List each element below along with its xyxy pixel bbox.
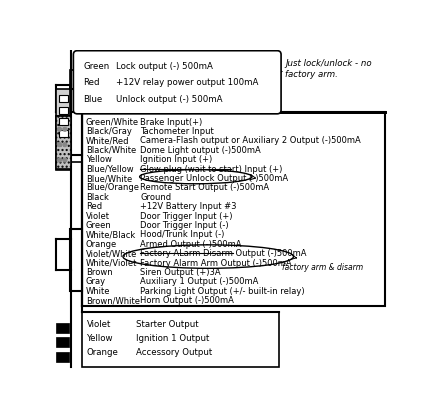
Bar [56, 89, 70, 143]
Bar [56, 116, 71, 168]
Text: +12V Battery Input #3: +12V Battery Input #3 [140, 202, 237, 211]
Text: Violet: Violet [86, 320, 111, 329]
Bar [56, 337, 69, 347]
Text: Violet/White: Violet/White [86, 249, 137, 258]
Text: Blue: Blue [83, 94, 103, 104]
Bar [56, 352, 69, 362]
Text: Parking Light Output (+/- built-in relay): Parking Light Output (+/- built-in relay… [140, 287, 305, 296]
Text: Gray: Gray [86, 277, 106, 286]
Bar [82, 312, 279, 367]
Text: Starter Output: Starter Output [136, 320, 199, 329]
Text: Ignition 1 Output: Ignition 1 Output [136, 334, 210, 343]
Circle shape [57, 127, 61, 131]
Text: Brake Input(+): Brake Input(+) [140, 118, 202, 127]
FancyBboxPatch shape [73, 51, 281, 114]
Text: Factory ALarm Disarm Output (-)500mA: Factory ALarm Disarm Output (-)500mA [140, 249, 307, 258]
Bar [59, 107, 68, 114]
Bar [82, 112, 385, 306]
Text: Accessory Output: Accessory Output [136, 349, 213, 357]
Bar [56, 322, 69, 332]
Text: Siren Output (+)3A: Siren Output (+)3A [140, 268, 221, 277]
Text: Orange: Orange [86, 349, 118, 357]
Text: Door Trigger Input (+): Door Trigger Input (+) [140, 212, 232, 220]
Text: Violet: Violet [86, 212, 110, 220]
Text: Horn Output (-)500mA: Horn Output (-)500mA [140, 296, 234, 305]
Text: Auxiliary 1 Output (-)500mA: Auxiliary 1 Output (-)500mA [140, 277, 258, 286]
Text: Red: Red [86, 202, 102, 211]
Bar [70, 85, 82, 162]
Bar [70, 89, 82, 155]
Text: Passenger Unlock Output (-)500mA: Passenger Unlock Output (-)500mA [140, 174, 288, 183]
Text: Tachometer Input: Tachometer Input [140, 127, 214, 136]
Text: Yellow: Yellow [86, 334, 113, 343]
Text: Ground: Ground [140, 193, 171, 202]
Text: White: White [86, 287, 110, 296]
Text: Armed Output (-)500mA: Armed Output (-)500mA [140, 240, 241, 249]
Text: Just lock/unlock - no
factory arm.: Just lock/unlock - no factory arm. [285, 59, 372, 79]
Text: Green/White: Green/White [86, 118, 139, 127]
Text: White/Violet: White/Violet [86, 259, 137, 267]
Text: Blue/White: Blue/White [86, 174, 132, 183]
Circle shape [57, 143, 61, 146]
Circle shape [63, 143, 67, 146]
Text: Yellow: Yellow [86, 155, 111, 164]
Bar [59, 119, 68, 125]
Circle shape [57, 158, 61, 162]
Text: Factory Alarm Arm Output (-)500mA: Factory Alarm Arm Output (-)500mA [140, 259, 292, 267]
Text: Ignition Input (+): Ignition Input (+) [140, 155, 212, 164]
Text: Green: Green [86, 221, 111, 230]
Text: Black/Gray: Black/Gray [86, 127, 132, 136]
Text: White/Black: White/Black [86, 230, 136, 239]
Text: +12V relay power output 100mA: +12V relay power output 100mA [116, 78, 258, 87]
Text: Unlock output (-) 500mA: Unlock output (-) 500mA [116, 94, 222, 104]
Text: Dome Light output (-)500mA: Dome Light output (-)500mA [140, 146, 261, 155]
Text: Hood/Trunk Input (-): Hood/Trunk Input (-) [140, 230, 224, 239]
Text: Lock output (-) 500mA: Lock output (-) 500mA [116, 62, 213, 71]
Text: Door Trigger Input (-): Door Trigger Input (-) [140, 221, 229, 230]
Circle shape [63, 127, 67, 131]
Text: White/Red: White/Red [86, 136, 129, 146]
Text: Blue/Orange: Blue/Orange [86, 183, 139, 193]
Text: Black/White: Black/White [86, 146, 136, 155]
Text: Green: Green [83, 62, 110, 71]
Circle shape [63, 158, 67, 162]
Text: Black: Black [86, 193, 109, 202]
Bar [70, 70, 82, 116]
Bar [70, 229, 82, 291]
Text: Glow plug (wait to start) Input (+): Glow plug (wait to start) Input (+) [140, 165, 283, 173]
Bar [59, 95, 68, 102]
Text: Red: Red [83, 78, 100, 87]
Text: Camera-Flash output or Auxiliary 2 Output (-)500mA: Camera-Flash output or Auxiliary 2 Outpu… [140, 136, 361, 146]
Bar [59, 130, 68, 137]
Bar [56, 116, 70, 170]
Text: Blue/Yellow: Blue/Yellow [86, 165, 133, 173]
Text: Orange: Orange [86, 240, 117, 249]
Text: Brown/White: Brown/White [86, 296, 140, 305]
Text: Remote Start Output (-)500mA: Remote Start Output (-)500mA [140, 183, 269, 193]
Text: Brown: Brown [86, 268, 112, 277]
Text: factory arm & disarm: factory arm & disarm [282, 263, 363, 272]
